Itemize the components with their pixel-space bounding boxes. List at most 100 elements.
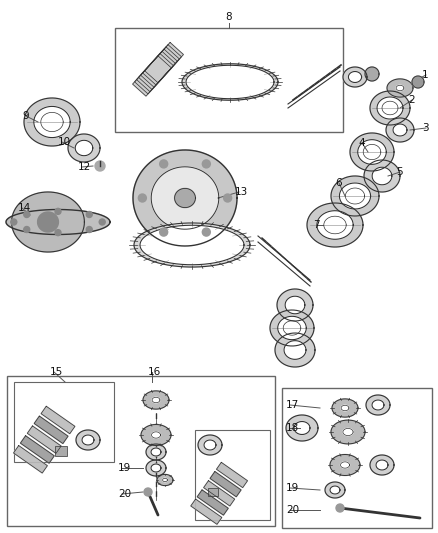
Polygon shape [34, 416, 68, 443]
Polygon shape [151, 167, 219, 229]
Polygon shape [157, 474, 173, 486]
Polygon shape [330, 455, 360, 475]
Polygon shape [198, 435, 222, 455]
Polygon shape [197, 490, 228, 515]
Polygon shape [152, 397, 160, 403]
Text: 7: 7 [313, 220, 320, 230]
Polygon shape [332, 399, 358, 417]
Polygon shape [134, 54, 173, 94]
Circle shape [365, 67, 379, 81]
Polygon shape [14, 446, 47, 473]
Circle shape [138, 194, 146, 202]
Polygon shape [393, 124, 407, 136]
Polygon shape [146, 460, 166, 476]
Polygon shape [133, 56, 171, 96]
Polygon shape [137, 51, 175, 92]
Polygon shape [11, 192, 85, 252]
Polygon shape [186, 65, 274, 99]
Text: 17: 17 [286, 400, 299, 410]
Polygon shape [339, 183, 371, 209]
Text: 3: 3 [422, 123, 429, 133]
Polygon shape [377, 97, 403, 119]
Polygon shape [191, 499, 222, 524]
Polygon shape [275, 333, 315, 367]
Bar [14, 382, 114, 462]
Polygon shape [330, 486, 340, 494]
Bar [208, 488, 218, 496]
Polygon shape [343, 429, 353, 435]
Polygon shape [27, 426, 61, 454]
Circle shape [55, 230, 61, 236]
Circle shape [202, 160, 210, 168]
Text: 16: 16 [148, 367, 161, 377]
Polygon shape [370, 455, 394, 475]
Circle shape [224, 194, 232, 202]
Polygon shape [162, 478, 167, 482]
Polygon shape [204, 440, 216, 450]
Circle shape [99, 219, 105, 225]
Text: 2: 2 [408, 95, 415, 105]
Polygon shape [350, 133, 394, 171]
Polygon shape [151, 448, 161, 456]
Polygon shape [278, 316, 306, 340]
Circle shape [160, 160, 168, 168]
Polygon shape [325, 482, 345, 498]
Polygon shape [386, 118, 414, 142]
Circle shape [24, 227, 30, 232]
Circle shape [336, 504, 344, 512]
Text: 9: 9 [22, 111, 28, 121]
Polygon shape [307, 203, 363, 247]
Polygon shape [141, 47, 180, 87]
Text: 13: 13 [235, 187, 248, 197]
Polygon shape [140, 225, 244, 265]
Text: 20: 20 [286, 505, 299, 515]
Polygon shape [146, 444, 166, 460]
Text: 18: 18 [286, 423, 299, 433]
Circle shape [11, 219, 17, 225]
Polygon shape [6, 209, 110, 235]
Text: 8: 8 [226, 12, 232, 22]
Polygon shape [21, 436, 54, 463]
Polygon shape [372, 400, 384, 410]
Bar [195, 430, 270, 520]
Polygon shape [364, 160, 400, 192]
Circle shape [86, 212, 92, 217]
Text: 6: 6 [335, 178, 342, 188]
Polygon shape [387, 79, 413, 97]
Polygon shape [145, 43, 184, 83]
Polygon shape [210, 472, 241, 497]
Polygon shape [68, 134, 100, 162]
Text: 14: 14 [18, 203, 31, 213]
Text: 19: 19 [118, 463, 131, 473]
Polygon shape [270, 310, 314, 346]
Polygon shape [133, 150, 237, 246]
Polygon shape [331, 420, 365, 444]
Text: 20: 20 [118, 489, 131, 499]
Polygon shape [358, 140, 386, 164]
Polygon shape [76, 430, 100, 450]
Polygon shape [396, 85, 404, 91]
Text: 4: 4 [358, 138, 364, 148]
Circle shape [160, 228, 168, 236]
Polygon shape [341, 405, 349, 411]
Polygon shape [370, 91, 410, 125]
Bar [7, 376, 275, 526]
Polygon shape [182, 64, 278, 100]
Polygon shape [143, 45, 181, 85]
Circle shape [202, 228, 210, 236]
Polygon shape [141, 424, 171, 446]
Polygon shape [331, 176, 379, 216]
Circle shape [55, 208, 61, 214]
Polygon shape [343, 67, 367, 87]
Polygon shape [216, 463, 247, 488]
Polygon shape [284, 341, 306, 359]
Text: 1: 1 [422, 70, 429, 80]
Polygon shape [286, 415, 318, 441]
Polygon shape [34, 107, 70, 138]
Polygon shape [348, 71, 362, 83]
Polygon shape [175, 188, 195, 207]
Polygon shape [151, 464, 161, 472]
Polygon shape [152, 432, 160, 438]
Text: 10: 10 [58, 137, 71, 147]
Bar [282, 388, 432, 528]
